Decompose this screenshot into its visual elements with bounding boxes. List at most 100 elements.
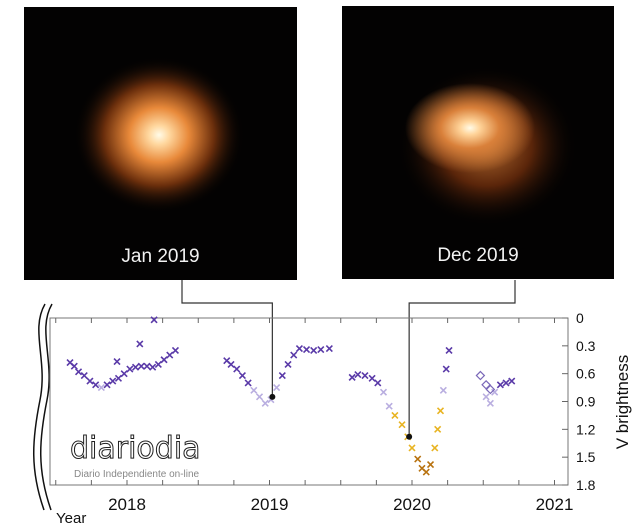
data-point-diamond (481, 379, 491, 390)
cross-mark (398, 421, 406, 429)
data-point-cross (414, 455, 422, 463)
connector-line (408, 280, 516, 437)
data-point-cross (137, 362, 145, 370)
cross-mark (284, 360, 292, 368)
data-point-cross (114, 374, 123, 382)
cross-mark (80, 371, 88, 380)
cross-mark (74, 368, 83, 376)
data-point-cross (131, 363, 140, 371)
star-image-dec (397, 66, 577, 226)
data-point-cross (502, 379, 510, 387)
data-point-cross (348, 373, 356, 381)
data-point-cross (86, 377, 94, 385)
cross-mark (348, 373, 356, 381)
data-point-cross (482, 393, 490, 401)
cross-mark (379, 388, 388, 396)
axis-break-brace (32, 303, 46, 511)
data-point-cross (149, 363, 157, 371)
data-point-cross (273, 384, 281, 392)
cross-mark (238, 371, 246, 380)
data-point-cross (317, 345, 325, 354)
cross-mark (295, 345, 303, 353)
data-point-cross (442, 365, 450, 373)
data-point-cross (361, 371, 369, 380)
y-tick-label: 1.2 (576, 421, 596, 437)
data-point-cross (238, 371, 246, 380)
cross-mark (255, 393, 264, 401)
cross-mark (171, 346, 180, 355)
cross-mark (290, 351, 298, 359)
cross-mark (354, 371, 362, 379)
cross-mark (508, 377, 516, 385)
cross-mark (414, 455, 422, 463)
cross-mark (103, 381, 111, 389)
cross-mark (385, 402, 393, 410)
watermark-tagline: Diario Independiente on-line (74, 469, 200, 480)
cross-mark (431, 444, 439, 452)
y-tick-label: 1.8 (576, 477, 596, 493)
y-tick-label: 0.3 (576, 338, 596, 354)
cross-mark (109, 377, 117, 385)
cross-mark (422, 468, 430, 476)
cross-mark (434, 425, 442, 433)
data-point-cross (70, 362, 78, 370)
cross-mark (261, 399, 269, 407)
cross-mark (408, 444, 416, 452)
data-point-cross (244, 379, 252, 387)
data-point-cross (422, 468, 430, 476)
cross-mark (278, 371, 286, 380)
cross-mark (273, 384, 281, 392)
data-point-cross (290, 351, 298, 359)
annotation-marker (406, 433, 413, 440)
data-point-cross (103, 381, 111, 389)
image-dec-2019: Dec 2019 (342, 6, 614, 279)
y-tick-label: 1.5 (576, 449, 596, 465)
cross-mark (160, 356, 168, 364)
cross-mark (166, 351, 174, 359)
cross-mark (302, 345, 311, 354)
y-tick-label: 0.6 (576, 366, 596, 382)
cross-mark (317, 345, 325, 354)
cross-mark (496, 381, 504, 389)
cross-mark (244, 379, 252, 387)
data-point-cross (391, 411, 399, 419)
data-point-cross (368, 374, 376, 382)
data-point-cross (80, 371, 88, 380)
cross-mark (436, 407, 445, 415)
cross-mark (310, 346, 318, 355)
connectors (181, 280, 516, 437)
data-point-cross (233, 365, 241, 373)
data-point-cross (171, 346, 180, 355)
y-tick-label: 0.9 (576, 394, 596, 410)
data-point-cross (385, 402, 393, 410)
y-axis-label: V brightness (613, 355, 632, 450)
data-point-cross (160, 356, 168, 364)
cross-mark (374, 379, 382, 387)
cross-mark (368, 374, 376, 382)
data-point-cross (136, 340, 144, 348)
connector-line (181, 280, 273, 397)
data-point-cross (431, 444, 439, 452)
data-point-cross (434, 425, 442, 433)
cross-mark (486, 399, 494, 407)
cross-mark (325, 345, 333, 353)
data-point-cross (379, 388, 388, 396)
data-point-cross (426, 461, 435, 469)
cross-mark (143, 362, 151, 370)
x-tick-label: 2019 (251, 495, 289, 514)
cross-mark (113, 358, 121, 366)
data-point-diamond (485, 384, 496, 395)
data-point-cross (310, 346, 318, 355)
data-point-diamond (475, 370, 486, 381)
cross-mark (502, 379, 510, 387)
data-point-cross (491, 388, 499, 396)
cross-mark (114, 374, 123, 382)
data-point-cross (508, 377, 516, 385)
data-point-cross (439, 386, 447, 394)
image-caption: Jan 2019 (121, 246, 200, 267)
data-point-cross (261, 399, 269, 407)
data-point-cross (154, 360, 162, 368)
cross-mark (426, 461, 435, 469)
cross-mark (149, 363, 157, 371)
